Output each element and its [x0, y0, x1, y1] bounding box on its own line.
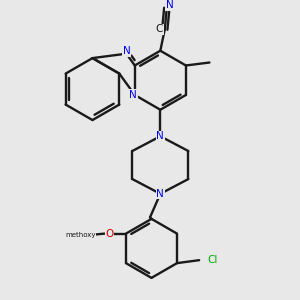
Text: N: N	[156, 131, 164, 141]
Text: O: O	[106, 229, 114, 238]
Text: C: C	[156, 25, 163, 34]
Text: N: N	[156, 189, 164, 199]
Text: N: N	[129, 90, 137, 100]
Text: methoxy: methoxy	[65, 232, 95, 238]
Text: Cl: Cl	[207, 255, 218, 265]
Text: N: N	[122, 46, 130, 56]
Text: N: N	[166, 0, 174, 10]
